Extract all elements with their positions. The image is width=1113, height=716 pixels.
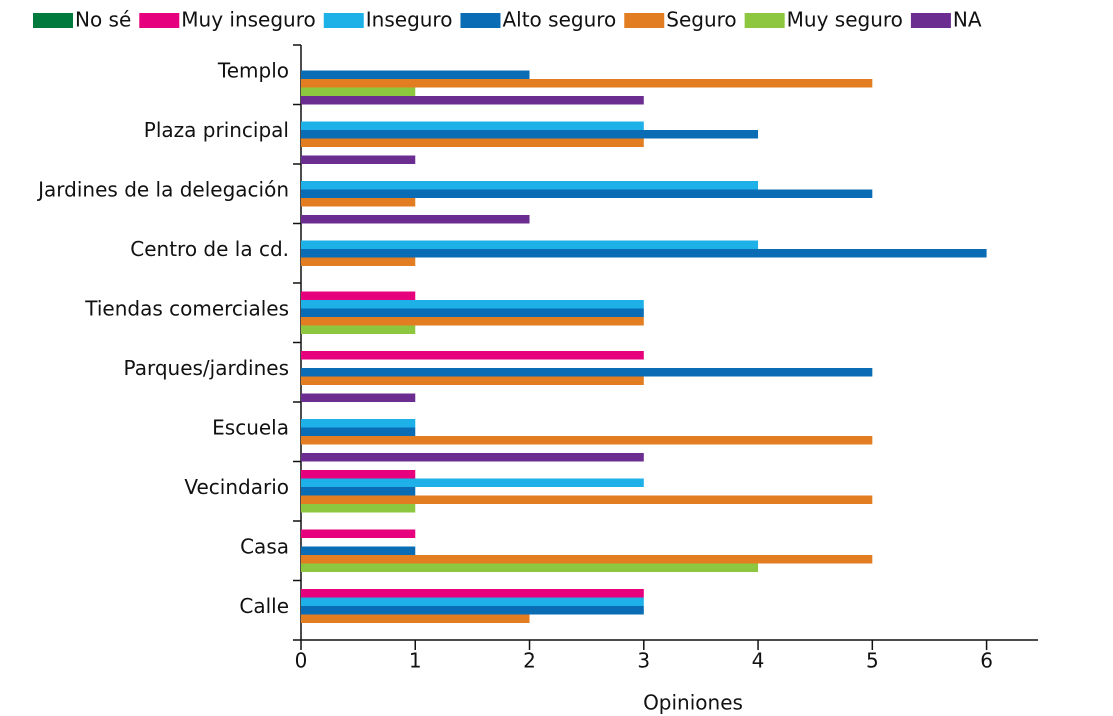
bar: [301, 96, 644, 105]
bar: [301, 614, 530, 623]
legend-label: Alto seguro: [502, 8, 616, 32]
legend-swatch: [139, 13, 180, 28]
bar: [301, 368, 873, 377]
x-tick-label: 0: [295, 649, 308, 673]
bar: [301, 308, 644, 317]
legend-swatch: [460, 13, 501, 28]
bar: [301, 470, 416, 479]
y-tick-label: Templo: [217, 58, 289, 82]
x-axis-title: Opiniones: [643, 691, 743, 715]
bar: [301, 589, 644, 598]
y-tick-label: Plaza principal: [144, 118, 289, 142]
bar: [301, 555, 873, 564]
legend-swatch: [744, 13, 785, 28]
bar: [301, 495, 873, 504]
legend-swatch: [910, 13, 951, 28]
bar: [301, 249, 987, 258]
bar: [301, 138, 644, 147]
bar: [301, 606, 644, 615]
bar: [301, 436, 873, 445]
bar: [301, 181, 759, 190]
bar: [301, 87, 416, 96]
x-tick-label: 5: [866, 649, 879, 673]
legend-label: Inseguro: [366, 8, 453, 32]
bar: [301, 419, 416, 428]
bar: [301, 198, 416, 207]
x-tick-label: 1: [409, 649, 422, 673]
y-tick-label: Calle: [239, 594, 289, 618]
bar: [301, 257, 416, 266]
bar: [301, 351, 644, 360]
bar: [301, 240, 759, 249]
x-tick-label: 3: [637, 649, 650, 673]
bar: [301, 189, 873, 198]
y-tick-label: Escuela: [212, 415, 289, 439]
x-tick-label: 6: [980, 649, 993, 673]
bar: [301, 325, 416, 334]
y-tick-label: Tiendas comerciales: [84, 296, 289, 320]
bar: [301, 317, 644, 326]
bar: [301, 215, 530, 224]
y-tick-label: Vecindario: [184, 475, 289, 499]
legend-label: Muy inseguro: [181, 8, 315, 32]
bar: [301, 478, 644, 487]
bar: [301, 300, 644, 309]
bar: [301, 427, 416, 436]
legend-label: NA: [953, 8, 982, 32]
bar: [301, 529, 416, 538]
bar: [301, 597, 644, 606]
legend-swatch: [323, 13, 364, 28]
legend-label: Seguro: [666, 8, 736, 32]
legend-swatch: [624, 13, 665, 28]
y-tick-label: Parques/jardines: [124, 356, 289, 380]
y-tick-label: Centro de la cd.: [130, 237, 289, 261]
bar: [301, 130, 759, 139]
bar: [301, 376, 644, 385]
bar: [301, 504, 416, 513]
y-tick-label: Casa: [240, 534, 289, 558]
x-tick-label: 2: [523, 649, 536, 673]
legend-swatch: [33, 13, 73, 28]
y-tick-label: Jardines de la delegación: [36, 177, 289, 201]
bar: [301, 155, 416, 164]
bar: [301, 70, 530, 79]
bar: [301, 121, 644, 130]
bar: [301, 79, 873, 88]
bar: [301, 487, 416, 496]
legend-label: No sé: [75, 8, 131, 32]
x-tick-label: 4: [752, 649, 765, 673]
bar: [301, 291, 416, 300]
bar: [301, 546, 416, 555]
bar: [301, 393, 416, 402]
bar: [301, 563, 759, 572]
legend-label: Muy seguro: [787, 8, 903, 32]
bar: [301, 453, 644, 462]
